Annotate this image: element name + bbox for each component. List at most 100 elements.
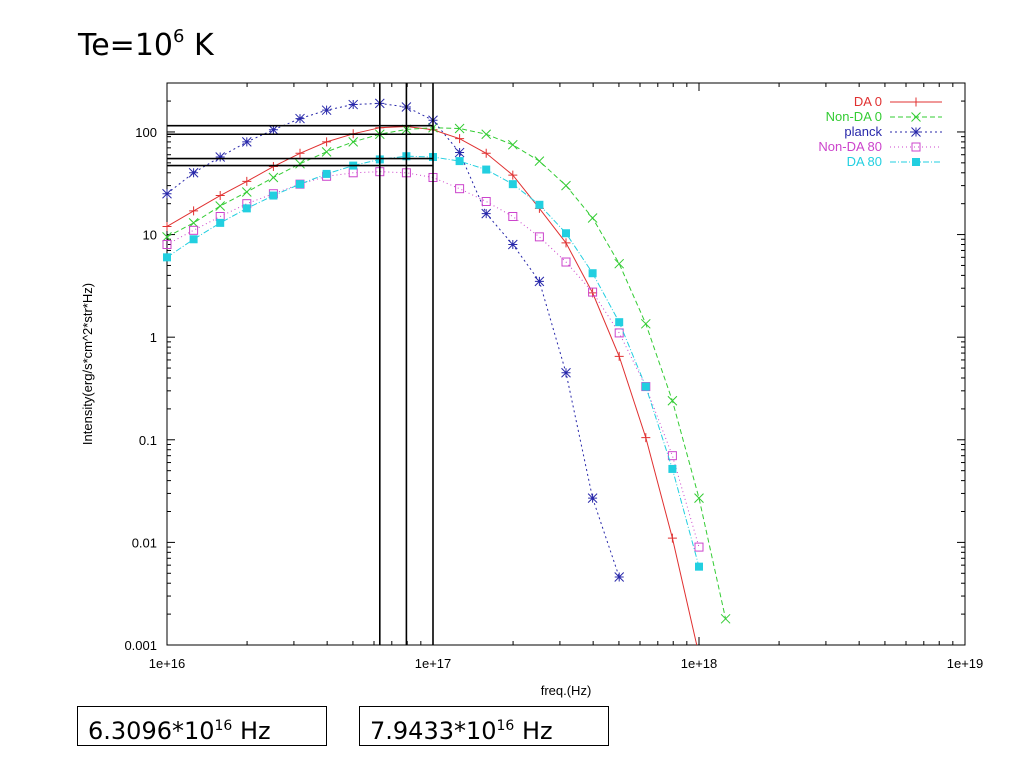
x-tick-label: 1e+17 (415, 656, 452, 671)
series-point-4 (562, 229, 571, 238)
series-point-4 (163, 253, 171, 262)
series-point-2 (348, 99, 359, 110)
series-point-4 (641, 382, 650, 391)
legend-marker-2 (911, 127, 921, 137)
series-point-4 (508, 180, 517, 189)
series-point-1 (534, 156, 545, 166)
series-point-0 (481, 148, 491, 158)
legend-label-2: planck (844, 124, 882, 139)
series-point-1 (640, 318, 651, 329)
series-point-1 (241, 187, 252, 197)
series-point-2 (188, 167, 199, 178)
series-point-0 (162, 221, 172, 231)
series-point-0 (242, 176, 252, 186)
series-point-2 (507, 239, 518, 250)
series-point-0 (295, 148, 305, 158)
series-point-2 (614, 572, 625, 582)
plot-frame (166, 82, 966, 646)
series-point-1 (481, 129, 492, 140)
series-point-2 (534, 276, 545, 287)
series-point-4 (216, 218, 225, 227)
series-line-1 (167, 127, 727, 619)
series-point-1 (561, 180, 571, 191)
series-point-4 (296, 180, 305, 189)
legend-label-3: Non-DA 80 (818, 139, 882, 154)
series-point-4 (189, 235, 198, 244)
series-point-0 (508, 170, 518, 180)
series-point-0 (667, 533, 677, 543)
series-point-1 (268, 172, 279, 183)
series-point-0 (268, 162, 278, 172)
series-point-2 (321, 105, 332, 116)
series-point-1 (215, 201, 226, 211)
x-tick-label: 1e+16 (149, 656, 186, 671)
y-tick-label: 0.001 (124, 638, 157, 653)
legend-marker-0 (911, 97, 921, 107)
series-point-3 (534, 232, 544, 242)
series-point-4 (482, 165, 491, 174)
y-tick-label: 0.1 (139, 433, 157, 448)
series-point-4 (695, 562, 703, 571)
series-point-0 (614, 351, 624, 361)
series-point-1 (321, 146, 332, 157)
series-point-1 (162, 231, 172, 242)
y-tick-label: 0.01 (132, 535, 157, 550)
series-point-3 (455, 184, 465, 194)
series-point-1 (348, 137, 359, 147)
series-point-4 (615, 318, 624, 327)
legend-label-0: DA 0 (854, 94, 882, 109)
series-point-1 (667, 395, 678, 406)
series-point-3 (481, 197, 491, 207)
series-point-0 (455, 134, 465, 144)
series-point-2 (241, 137, 252, 147)
series-point-3 (508, 211, 518, 221)
series-point-3 (614, 328, 624, 338)
series-point-3 (694, 542, 704, 552)
legend-marker-1 (911, 112, 921, 122)
series-point-1 (454, 123, 465, 134)
series-point-3 (162, 240, 172, 250)
y-axis-label: Intensity(erg/s*cm^2*str*Hz) (80, 283, 95, 445)
x-axis-label: freq.(Hz) (541, 683, 592, 698)
series-point-4 (322, 169, 331, 178)
x-tick-label: 1e+18 (681, 656, 718, 671)
series-point-4 (269, 191, 278, 200)
page-title: Te=106 K (78, 26, 214, 63)
y-tick-label: 100 (135, 125, 157, 140)
series-point-4 (668, 464, 677, 473)
series-point-0 (189, 206, 199, 216)
series-point-3 (667, 451, 677, 461)
series-point-3 (189, 225, 199, 235)
legend-marker-3 (911, 142, 921, 152)
y-tick-label: 10 (143, 228, 157, 243)
series-point-2 (481, 208, 492, 219)
frequency-box-2: 7.9433*1016 Hz (359, 706, 609, 746)
spectrum-chart: 1e+16 1e+17 1e+18 1e+19 0.001 0.01 0.1 1 10 100 fr… (80, 82, 983, 698)
series-point-0 (322, 137, 332, 147)
series-line-3 (167, 171, 700, 548)
series-point-0 (215, 191, 225, 201)
series-point-2 (454, 147, 465, 158)
series-point-1 (587, 213, 598, 223)
series-point-3 (588, 287, 598, 297)
series-point-2 (268, 124, 279, 135)
series-point-1 (507, 139, 518, 150)
series-point-4 (242, 204, 251, 213)
y-tick-label: 1 (150, 330, 157, 345)
series-point-2 (162, 188, 172, 199)
series-point-0 (641, 433, 651, 443)
series-point-2 (587, 493, 598, 503)
series-point-4 (588, 269, 597, 278)
series-point-2 (295, 113, 305, 124)
series-point-4 (535, 200, 544, 209)
series-point-1 (720, 613, 731, 624)
series-point-3 (561, 257, 571, 267)
legend-label-4: DA 80 (847, 154, 882, 169)
series-point-4 (455, 157, 464, 166)
series-point-1 (295, 158, 305, 169)
series-point-1 (614, 258, 625, 269)
series-line-2 (167, 102, 620, 578)
legend-marker-4 (912, 158, 920, 166)
series-point-0 (561, 238, 571, 248)
series-point-2 (561, 367, 571, 378)
